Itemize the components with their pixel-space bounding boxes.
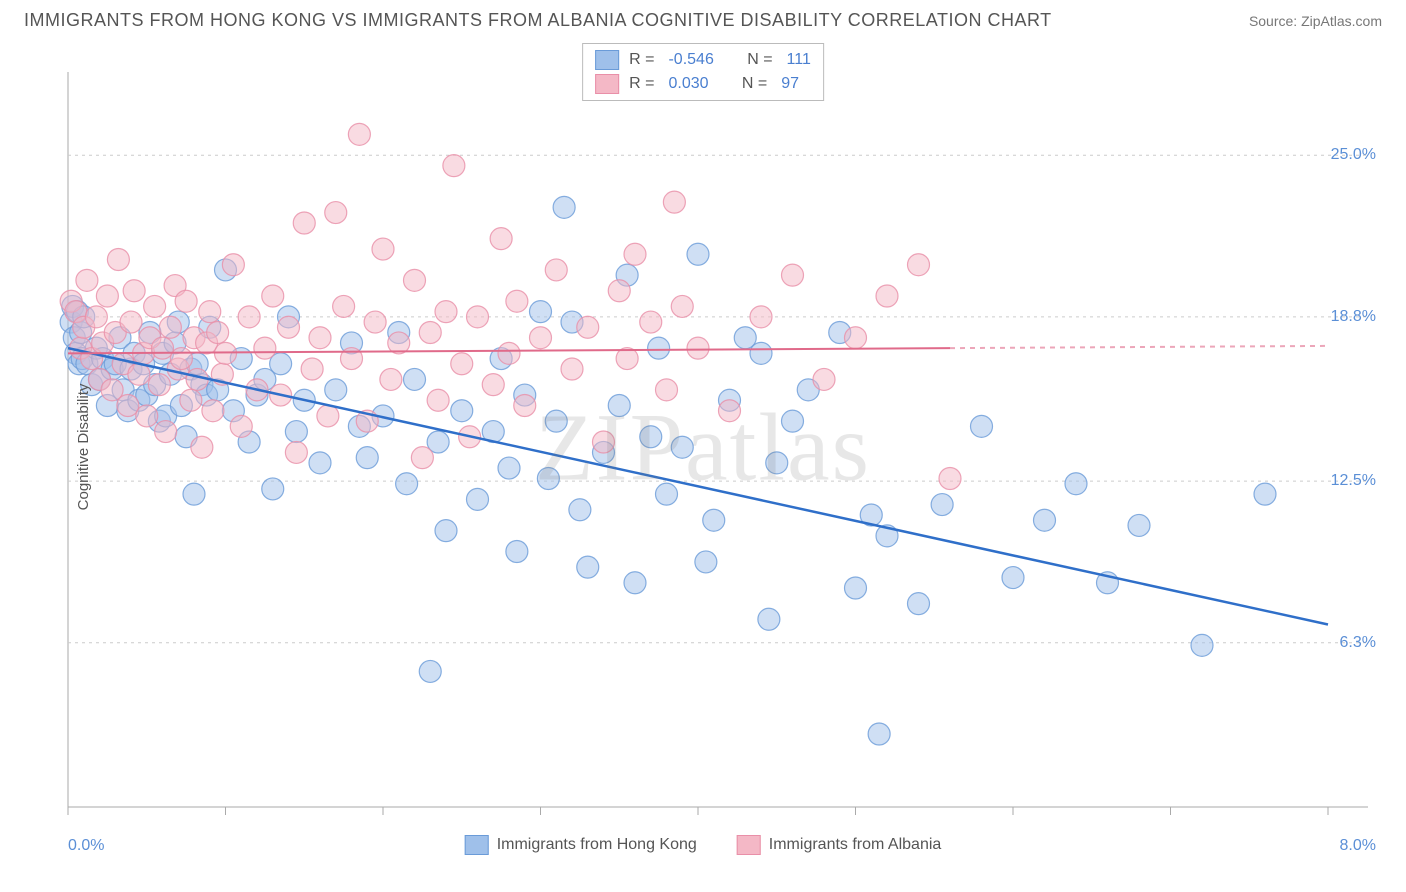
legend-item: Immigrants from Hong Kong [465, 835, 697, 855]
legend-label: Immigrants from Albania [769, 836, 942, 854]
scatter-plot [18, 37, 1388, 857]
x-tick-max: 8.0% [1340, 837, 1376, 855]
y-tick-label: 12.5% [1331, 472, 1376, 490]
legend-swatch [465, 835, 489, 855]
y-tick-label: 18.8% [1331, 308, 1376, 326]
y-tick-label: 25.0% [1331, 146, 1376, 164]
chart-container: Cognitive Disability ZIPatlas 6.3%12.5%1… [18, 37, 1388, 857]
y-tick-label: 6.3% [1340, 634, 1376, 652]
legend-swatch [595, 50, 619, 70]
legend-item: Immigrants from Albania [737, 835, 942, 855]
header: IMMIGRANTS FROM HONG KONG VS IMMIGRANTS … [0, 0, 1406, 37]
correlation-legend: R =-0.546 N =111R =0.030 N =97 [582, 43, 824, 101]
source-label: Source: ZipAtlas.com [1249, 13, 1382, 29]
legend-label: Immigrants from Hong Kong [497, 836, 697, 854]
legend-swatch [595, 74, 619, 94]
x-tick-min: 0.0% [68, 837, 104, 855]
legend-swatch [737, 835, 761, 855]
legend-row: R =-0.546 N =111 [595, 48, 811, 72]
chart-title: IMMIGRANTS FROM HONG KONG VS IMMIGRANTS … [24, 10, 1052, 31]
legend-row: R =0.030 N =97 [595, 72, 811, 96]
series-legend: Immigrants from Hong Kong Immigrants from… [465, 835, 942, 855]
y-axis-label: Cognitive Disability [75, 384, 92, 511]
